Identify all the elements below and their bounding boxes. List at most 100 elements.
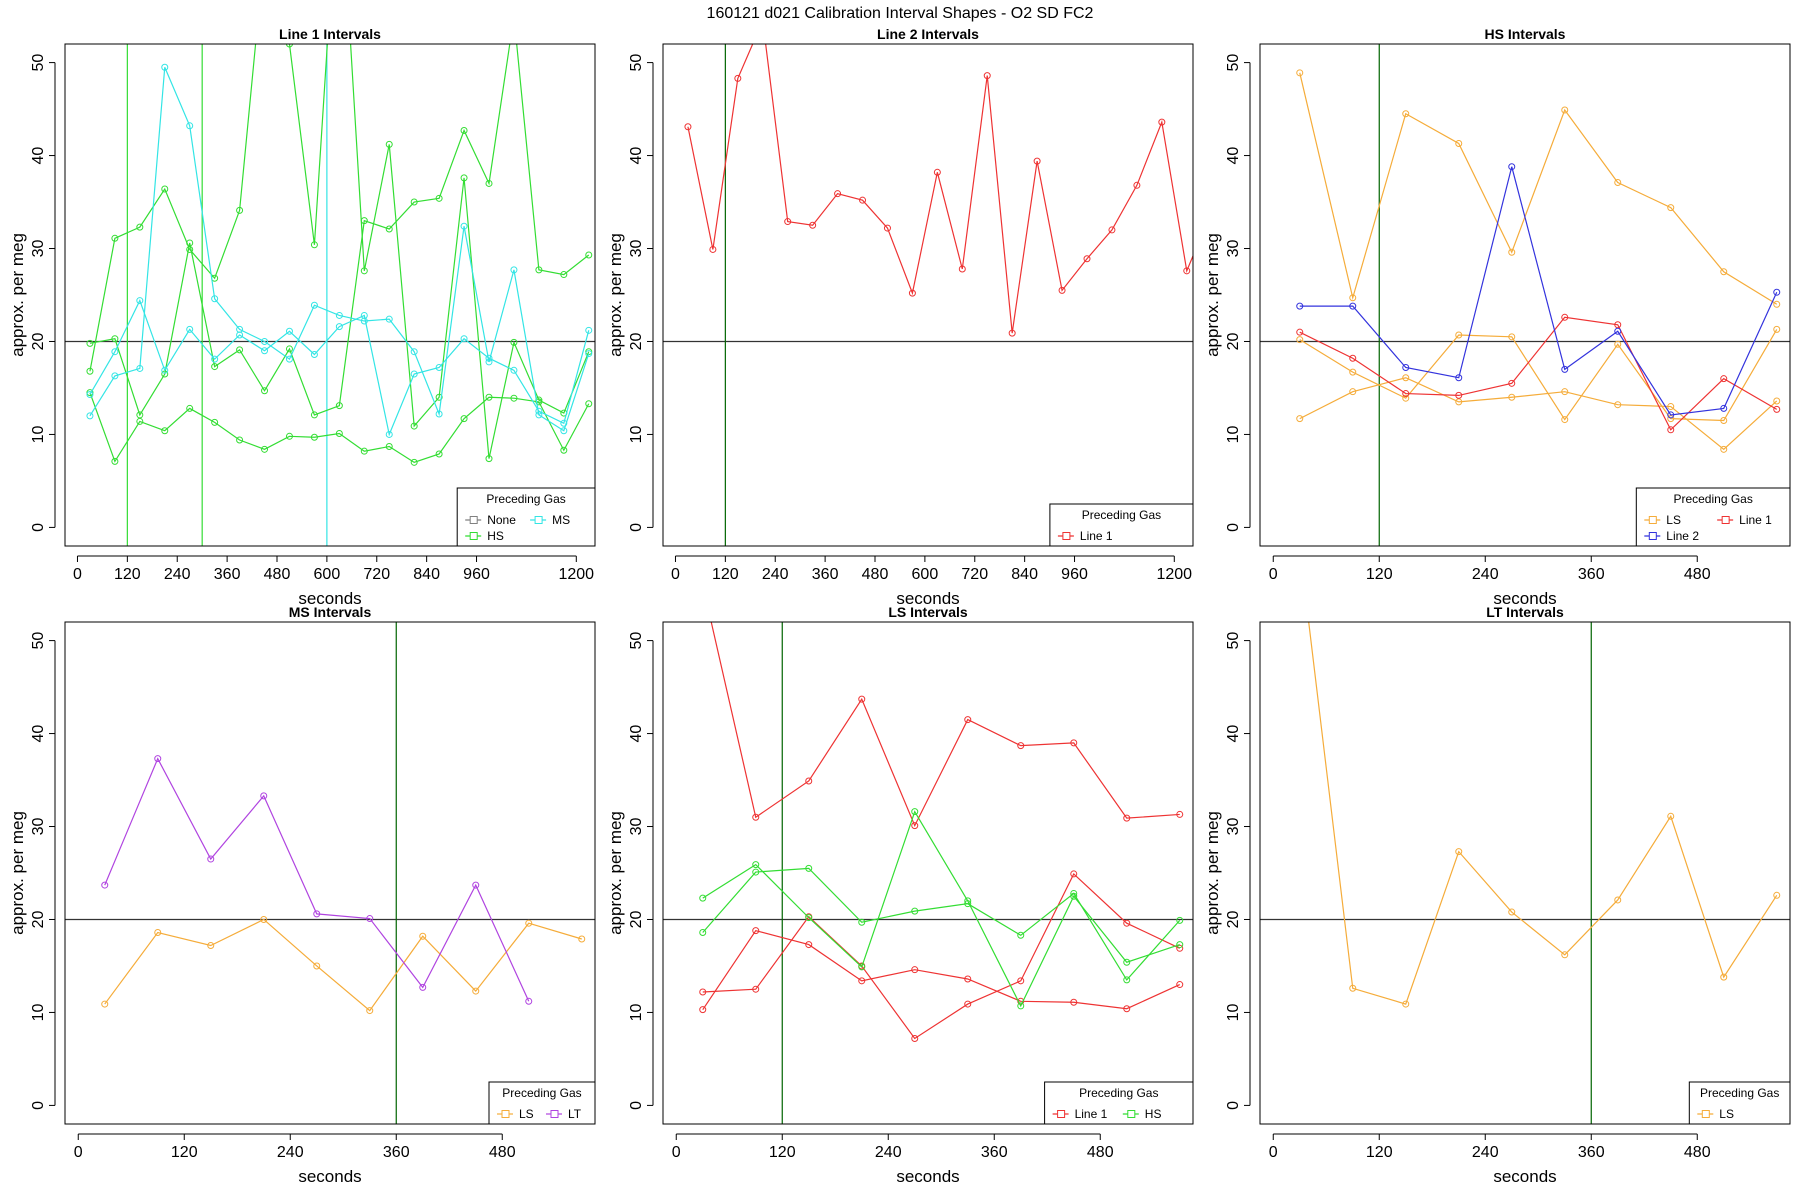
data-point (485, 358, 493, 366)
data-point (752, 813, 760, 821)
data-point (1455, 398, 1463, 406)
y-tick-label: 40 (30, 147, 47, 165)
data-point (1176, 981, 1184, 989)
data-point (485, 354, 493, 362)
data-point (1402, 374, 1410, 382)
data-point (1402, 394, 1410, 402)
data-point (310, 301, 318, 309)
legend-label: HS (487, 529, 504, 543)
data-point (261, 387, 269, 395)
data-point (1158, 118, 1166, 126)
series-line (104, 918, 582, 1012)
y-tick-label: 0 (1225, 523, 1242, 532)
plot-frame (64, 43, 596, 547)
data-point (1183, 267, 1191, 275)
data-point (560, 446, 568, 454)
data-point (335, 402, 343, 410)
data-point (1070, 870, 1078, 878)
data-point (684, 123, 692, 131)
y-axis-label: approx. per meg (8, 233, 27, 357)
data-point (1773, 288, 1781, 296)
series-line (1308, 622, 1778, 1005)
data-point (752, 985, 760, 993)
data-point (485, 179, 493, 187)
data-point (1667, 411, 1675, 419)
legend-title: Preceding Gas (1700, 1086, 1779, 1100)
data-point (1455, 139, 1463, 147)
series-line (89, 67, 590, 432)
data-point (858, 963, 866, 971)
data-point (964, 900, 972, 908)
data-point (709, 245, 717, 253)
x-tick-label: 1200 (558, 566, 594, 583)
data-point (1209, 208, 1215, 214)
data-point (883, 224, 891, 232)
data-point (1773, 325, 1781, 333)
series-line (702, 929, 1180, 1010)
data-point (1773, 300, 1781, 308)
data-point (385, 140, 393, 148)
data-point (86, 367, 94, 375)
x-tick-label: 240 (1472, 1144, 1499, 1161)
legend-swatch-marker (1127, 1110, 1136, 1118)
data-point (1402, 1000, 1410, 1008)
y-tick-label: 0 (628, 523, 645, 532)
data-point (460, 222, 468, 230)
data-point (435, 194, 443, 202)
data-point (1083, 255, 1091, 263)
series-line (1299, 166, 1778, 416)
page-title: 160121 d021 Calibration Interval Shapes … (707, 5, 1094, 22)
chart-panel: HS Intervals 0 120 240 360 480 seconds 0 10 20 30 4… (1203, 26, 1791, 608)
y-axis-label: approx. per meg (1203, 811, 1222, 935)
plot-area (663, 622, 1193, 1124)
x-tick-label: 120 (114, 566, 141, 583)
x-tick-label: 0 (74, 1144, 83, 1161)
data-point (136, 223, 144, 231)
y-tick-label: 20 (1225, 910, 1242, 928)
x-axis-label: seconds (1493, 589, 1556, 608)
data-point (1296, 328, 1304, 336)
series-line (687, 44, 1193, 334)
data-point (435, 364, 443, 372)
x-tick-label: 240 (762, 566, 789, 583)
legend-box (1049, 503, 1194, 547)
data-point (285, 327, 293, 335)
legend-swatch-marker (501, 1110, 510, 1118)
data-point (435, 450, 443, 458)
data-point (161, 185, 169, 193)
data-point (699, 1006, 707, 1014)
data-point (285, 355, 293, 363)
data-point (1508, 379, 1516, 387)
data-point (1123, 919, 1131, 927)
data-point (1402, 364, 1410, 372)
data-point (1561, 416, 1569, 424)
data-point (366, 915, 374, 923)
data-point (161, 63, 169, 71)
data-point (186, 325, 194, 333)
x-tick-label: 0 (1269, 566, 1278, 583)
x-tick-label: 0 (672, 1144, 681, 1161)
data-point (578, 935, 586, 943)
data-point (1614, 896, 1622, 904)
chart-panel: Line 1 Intervals 0 120 240 360 480 600 720 840 96… (8, 26, 596, 608)
data-point (136, 297, 144, 305)
legend-label: None (487, 513, 516, 527)
x-axis-label: seconds (298, 589, 361, 608)
data-point (136, 417, 144, 425)
data-point (859, 196, 867, 204)
x-tick-label: 720 (363, 566, 390, 583)
data-point (207, 855, 215, 863)
plot-area (65, 44, 595, 546)
data-point (460, 415, 468, 423)
data-point (186, 404, 194, 412)
y-tick-label: 40 (1225, 725, 1242, 743)
data-point (419, 932, 427, 940)
data-point (1349, 354, 1357, 362)
data-point (585, 400, 593, 408)
data-point (525, 919, 533, 927)
data-point (1402, 110, 1410, 118)
data-point (834, 190, 842, 198)
data-point (111, 335, 119, 343)
data-point (1773, 891, 1781, 899)
